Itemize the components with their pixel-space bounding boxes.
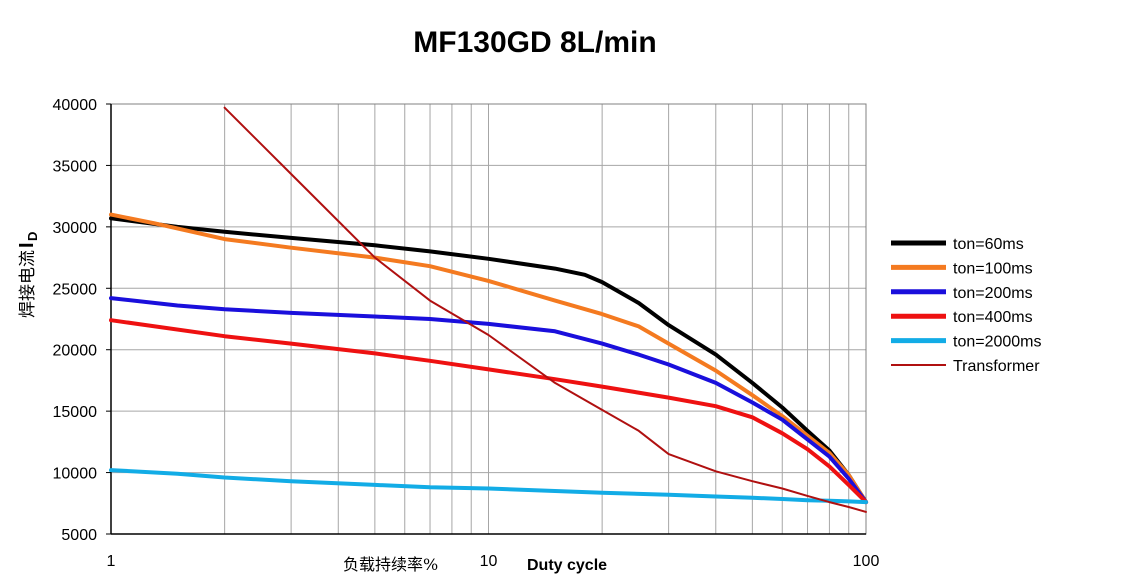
legend-label: ton=2000ms <box>953 334 1042 351</box>
y-tick-label: 5000 <box>61 527 97 544</box>
series-line-ton-100ms <box>109 212 868 505</box>
legend-label: Transformer <box>953 358 1040 375</box>
series-line-ton-400ms <box>109 318 868 505</box>
x-axis-label-en: Duty cycle <box>527 557 607 574</box>
legend-label: ton=400ms <box>953 309 1033 326</box>
x-tick-label: 1 <box>107 553 116 570</box>
y-tick-label: 20000 <box>53 343 98 360</box>
series-lines <box>109 106 868 513</box>
legend-label: ton=60ms <box>953 236 1024 253</box>
y-tick-label: 25000 <box>53 281 98 298</box>
y-axis-label-text: 焊接电流 <box>18 250 38 318</box>
grid-lines <box>110 103 866 535</box>
y-tick-label: 10000 <box>53 466 98 483</box>
y-axis-label-subscript: D <box>25 232 40 241</box>
y-axis-ticks: 5000 10000 15000 20000 25000 30000 35000 40000 <box>53 97 111 544</box>
y-tick-label: 30000 <box>53 220 98 237</box>
series-line-ton-60ms <box>109 216 868 505</box>
series-line-ton-200ms <box>109 296 868 505</box>
chart-title: MF130GD 8L/min <box>413 26 657 59</box>
legend: ton=60ms ton=100ms ton=200ms ton=400ms ton=2… <box>891 236 1042 375</box>
y-axis-label: 焊接电流 I D <box>16 232 40 318</box>
series-line-ton-2000ms <box>109 468 868 505</box>
x-axis-label-cn: 负载持续率% <box>343 555 438 574</box>
y-tick-label: 40000 <box>53 97 98 114</box>
y-tick-label: 15000 <box>53 404 98 421</box>
y-axis-label-symbol: I <box>16 242 38 248</box>
x-tick-label: 100 <box>853 553 880 570</box>
series-line-transformer <box>223 106 867 513</box>
legend-label: ton=200ms <box>953 285 1033 302</box>
x-tick-label: 10 <box>480 553 498 570</box>
x-axis-ticks: 1 10 100 <box>107 553 880 570</box>
legend-label: ton=100ms <box>953 260 1033 277</box>
y-tick-label: 35000 <box>53 158 98 175</box>
